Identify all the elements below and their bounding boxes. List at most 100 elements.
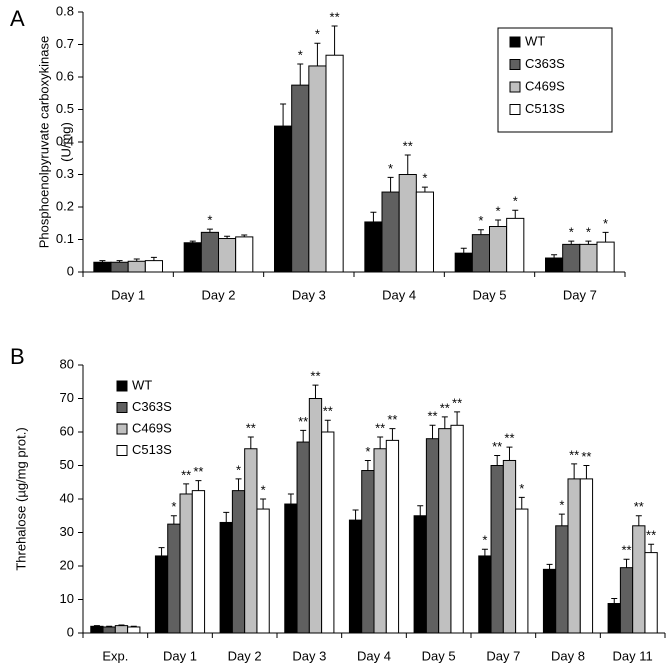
- y-axis-label: (U/mg): [58, 122, 73, 162]
- error-bar: [312, 384, 319, 399]
- error-bar: [635, 515, 642, 526]
- x-tick-label: Day 11: [613, 648, 653, 663]
- error-bar: [224, 235, 231, 239]
- significance: *: [236, 462, 241, 477]
- error-bar: [260, 498, 267, 510]
- x-tick-label: Day 2: [202, 287, 236, 302]
- error-bar: [429, 424, 436, 439]
- bar: [200, 231, 220, 273]
- significance: *: [569, 225, 574, 240]
- bar: [619, 567, 634, 634]
- significance: **: [581, 449, 591, 464]
- x-tick-label: Day 8: [551, 648, 585, 663]
- y-tick-label: 50: [60, 457, 74, 472]
- error-bar: [130, 625, 137, 627]
- bar: [231, 490, 246, 634]
- error-bar: [481, 548, 488, 556]
- legend-label: C363S: [132, 399, 172, 414]
- error-bar: [170, 515, 177, 525]
- y-tick-label: 0.1: [56, 231, 74, 246]
- error-bar: [389, 428, 396, 441]
- y-tick-label: 0.6: [56, 68, 74, 83]
- y-tick-label: 0.7: [56, 36, 74, 51]
- bar: [127, 626, 141, 634]
- error-bar: [99, 260, 106, 263]
- bar: [385, 439, 400, 634]
- legend-label: C469S: [132, 420, 172, 435]
- significance: *: [586, 225, 591, 240]
- significance: **: [634, 499, 644, 514]
- bar: [102, 626, 116, 634]
- significance: *: [478, 213, 483, 228]
- bar: [542, 568, 557, 634]
- bar: [127, 260, 146, 273]
- error-bar: [280, 103, 287, 127]
- error-bar: [568, 240, 575, 245]
- error-bar: [189, 240, 196, 243]
- error-bar: [585, 240, 592, 245]
- significance: **: [298, 414, 308, 429]
- bar: [450, 424, 464, 634]
- error-bar: [106, 625, 113, 627]
- significance: **: [427, 409, 437, 424]
- significance: *: [422, 171, 427, 186]
- y-tick-label: 10: [60, 591, 74, 606]
- error-bar: [116, 260, 123, 263]
- significance: *: [261, 482, 266, 497]
- error-bar: [460, 247, 467, 254]
- x-tick-label: Day 2: [228, 648, 262, 663]
- bar: [579, 243, 598, 273]
- bar: [644, 552, 658, 634]
- legend-swatch: [116, 445, 128, 456]
- error-bar: [300, 429, 307, 443]
- error-bar: [158, 547, 165, 556]
- error-bar: [377, 436, 384, 449]
- bar: [348, 519, 363, 634]
- legend-swatch: [116, 423, 128, 435]
- legend-swatch: [116, 402, 128, 413]
- bar: [291, 84, 310, 273]
- significance: *: [519, 481, 524, 496]
- legend-swatch: [509, 81, 521, 93]
- bar: [381, 191, 400, 273]
- bar: [490, 465, 504, 634]
- significance: **: [440, 400, 450, 415]
- significance: *: [171, 499, 176, 514]
- x-tick-label: Day 3: [292, 287, 326, 302]
- error-bar: [287, 493, 294, 505]
- legend-label: C363S: [525, 56, 565, 71]
- error-bar: [223, 511, 230, 523]
- error-bar: [506, 446, 513, 461]
- error-bar: [602, 231, 609, 243]
- bar: [607, 603, 621, 634]
- y-tick-label: 0: [67, 624, 74, 639]
- legend-swatch: [116, 380, 128, 392]
- significance: *: [298, 47, 303, 62]
- error-bar: [387, 176, 394, 193]
- bar: [218, 238, 237, 273]
- y-tick-label: 0: [67, 263, 74, 278]
- error-bar: [331, 25, 338, 56]
- error-bar: [247, 436, 254, 449]
- x-tick-label: Day 7: [563, 287, 597, 302]
- bar: [244, 448, 258, 634]
- bar: [154, 555, 169, 634]
- bar: [515, 508, 529, 634]
- bar: [361, 470, 375, 634]
- significance: *: [365, 444, 370, 459]
- error-bar: [495, 219, 502, 227]
- error-bar: [195, 480, 202, 491]
- bar: [144, 260, 163, 273]
- bar: [235, 236, 254, 273]
- bar: [567, 478, 581, 634]
- y-tick-label: 20: [60, 557, 74, 572]
- legend-label: WT: [525, 33, 545, 48]
- bar: [545, 257, 564, 273]
- bar: [114, 625, 129, 634]
- legend-label: C513S: [132, 442, 172, 457]
- y-tick-label: 40: [60, 490, 74, 505]
- y-tick-label: 0.2: [56, 198, 74, 213]
- bar: [308, 65, 327, 273]
- error-bar: [518, 496, 525, 510]
